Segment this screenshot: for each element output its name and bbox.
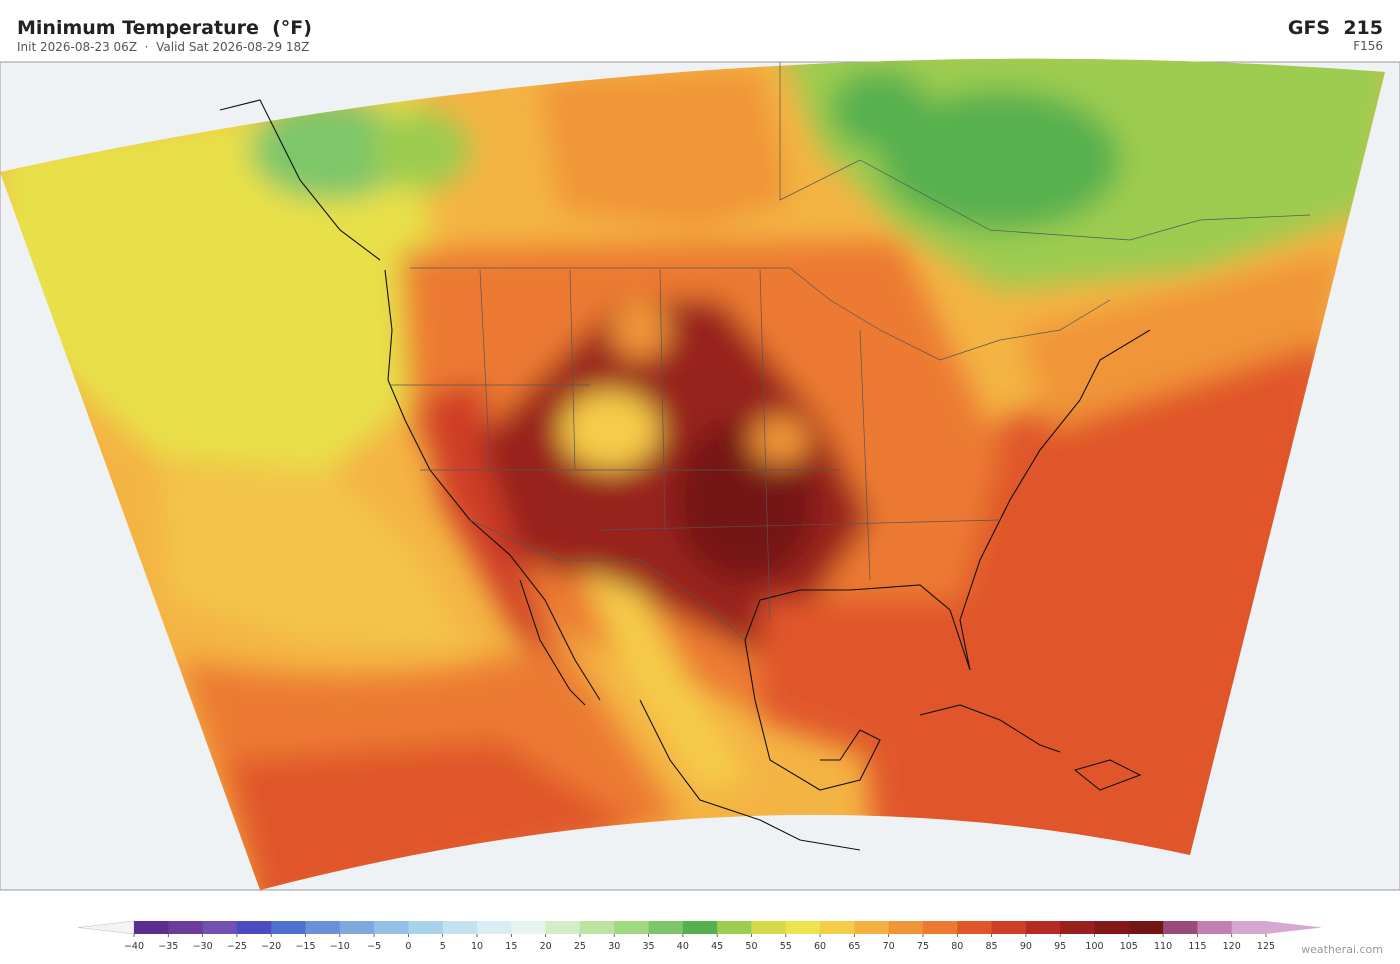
colorbar-tick-label: 100 <box>1085 941 1103 952</box>
colorbar-tick-label: 35 <box>642 941 654 952</box>
colorbar-tick-label: 95 <box>1054 941 1066 952</box>
colorbar-over <box>1266 921 1322 934</box>
map-title: Minimum Temperature (°F) <box>17 17 312 39</box>
colorbar-tick-label: −40 <box>124 941 144 952</box>
coastline <box>744 639 881 791</box>
colorbar-tick-label: 15 <box>505 941 517 952</box>
colorbar-tick-label: 125 <box>1257 941 1275 952</box>
colorbar-tick-label: 50 <box>745 941 757 952</box>
colorbar-segment <box>682 921 718 934</box>
colorbar-segment <box>374 921 409 934</box>
colorbar-tick-label: 65 <box>848 941 860 952</box>
border <box>779 62 1311 241</box>
colorbar-segment <box>1025 921 1061 934</box>
colorbar: −40 −35 −30 −25 −20 −15 −10 −5 0 5 10 15 20 25 30 35 40 4… <box>77 920 1322 952</box>
colorbar-segment <box>408 921 444 934</box>
colorbar-segment <box>1060 921 1095 934</box>
colorbar-segment <box>271 921 307 934</box>
colorbar-segment <box>1197 921 1233 934</box>
coastline <box>519 579 586 706</box>
colorbar-tick-label: 115 <box>1188 941 1206 952</box>
colorbar-tick-label: −25 <box>227 941 247 952</box>
colorbar-tick-label: 0 <box>405 941 411 952</box>
colorbar-segment <box>648 921 684 934</box>
colorbar-under <box>77 920 135 935</box>
colorbar-segment <box>922 921 958 934</box>
colorbar-tick-label: 80 <box>951 941 963 952</box>
colorbar-tick-label: 55 <box>780 941 792 952</box>
colorbar-tick-label: 10 <box>471 941 483 952</box>
colorbar-tick-label: 40 <box>677 941 689 952</box>
colorbar-segment <box>579 921 615 934</box>
colorbar-tick-label: 90 <box>1020 941 1032 952</box>
colorbar-segment <box>785 921 821 934</box>
colorbar-tick-label: 70 <box>883 941 895 952</box>
colorbar-tick-label: 105 <box>1120 941 1138 952</box>
colorbar-tick-label: 45 <box>711 941 723 952</box>
border <box>410 267 1111 361</box>
colorbar-segment <box>511 921 547 934</box>
colorbar-tick-label: −15 <box>295 941 315 952</box>
map-subtitle: Init 2026-08-23 06Z · Valid Sat 2026-08-… <box>17 40 309 54</box>
colorbar-segment <box>202 921 238 934</box>
colorbar-tick-label: 75 <box>917 941 929 952</box>
colorbar-segment <box>339 921 375 934</box>
coastline <box>219 99 381 261</box>
colorbar-segment <box>991 921 1027 934</box>
colorbar-segment <box>1231 921 1267 934</box>
coastline <box>639 699 861 851</box>
temperature-field <box>0 58 1385 890</box>
colorbar-tick-label: 20 <box>540 941 552 952</box>
colorbar-segment <box>168 921 204 934</box>
border <box>469 519 746 641</box>
coastline <box>1073 759 1142 791</box>
colorbar-segment <box>957 921 993 934</box>
colorbar-tick-label: −5 <box>367 941 381 952</box>
colorbar-segment <box>442 921 478 934</box>
colorbar-tick-label: 5 <box>440 941 446 952</box>
colorbar-segment <box>477 921 512 934</box>
colorbar-tick-label: −35 <box>158 941 178 952</box>
colorbar-tick-label: 120 <box>1223 941 1241 952</box>
model-name: GFS 215 <box>1288 17 1383 39</box>
colorbar-tick-label: 25 <box>574 941 586 952</box>
colorbar-tick-label: 110 <box>1154 941 1172 952</box>
coastline <box>919 704 1061 753</box>
border <box>390 269 1001 621</box>
forecast-hour: F156 <box>1353 39 1383 53</box>
colorbar-segment <box>717 921 752 934</box>
colorbar-segment <box>305 921 341 934</box>
colorbar-segment <box>236 921 272 934</box>
colorbar-segment <box>1163 921 1198 934</box>
colorbar-segment <box>888 921 924 934</box>
colorbar-segment <box>820 921 855 934</box>
colorbar-tick-label: 85 <box>986 941 998 952</box>
colorbar-segment <box>751 921 787 934</box>
colorbar-tick-label: 30 <box>608 941 620 952</box>
colorbar-segment <box>1128 921 1164 934</box>
credit: weatherai.com <box>1301 943 1383 956</box>
colorbar-segment <box>614 921 650 934</box>
colorbar-tick-label: −10 <box>330 941 350 952</box>
colorbar-segment <box>1094 921 1130 934</box>
coastline <box>744 329 1151 671</box>
colorbar-tick-label: −20 <box>261 941 281 952</box>
colorbar-segment <box>854 921 890 934</box>
map <box>0 58 1400 891</box>
colorbar-tick-label: −30 <box>193 941 213 952</box>
colorbar-segment <box>545 921 581 934</box>
coastline <box>384 269 601 701</box>
colorbar-tick-label: 60 <box>814 941 826 952</box>
colorbar-segment <box>134 921 169 934</box>
